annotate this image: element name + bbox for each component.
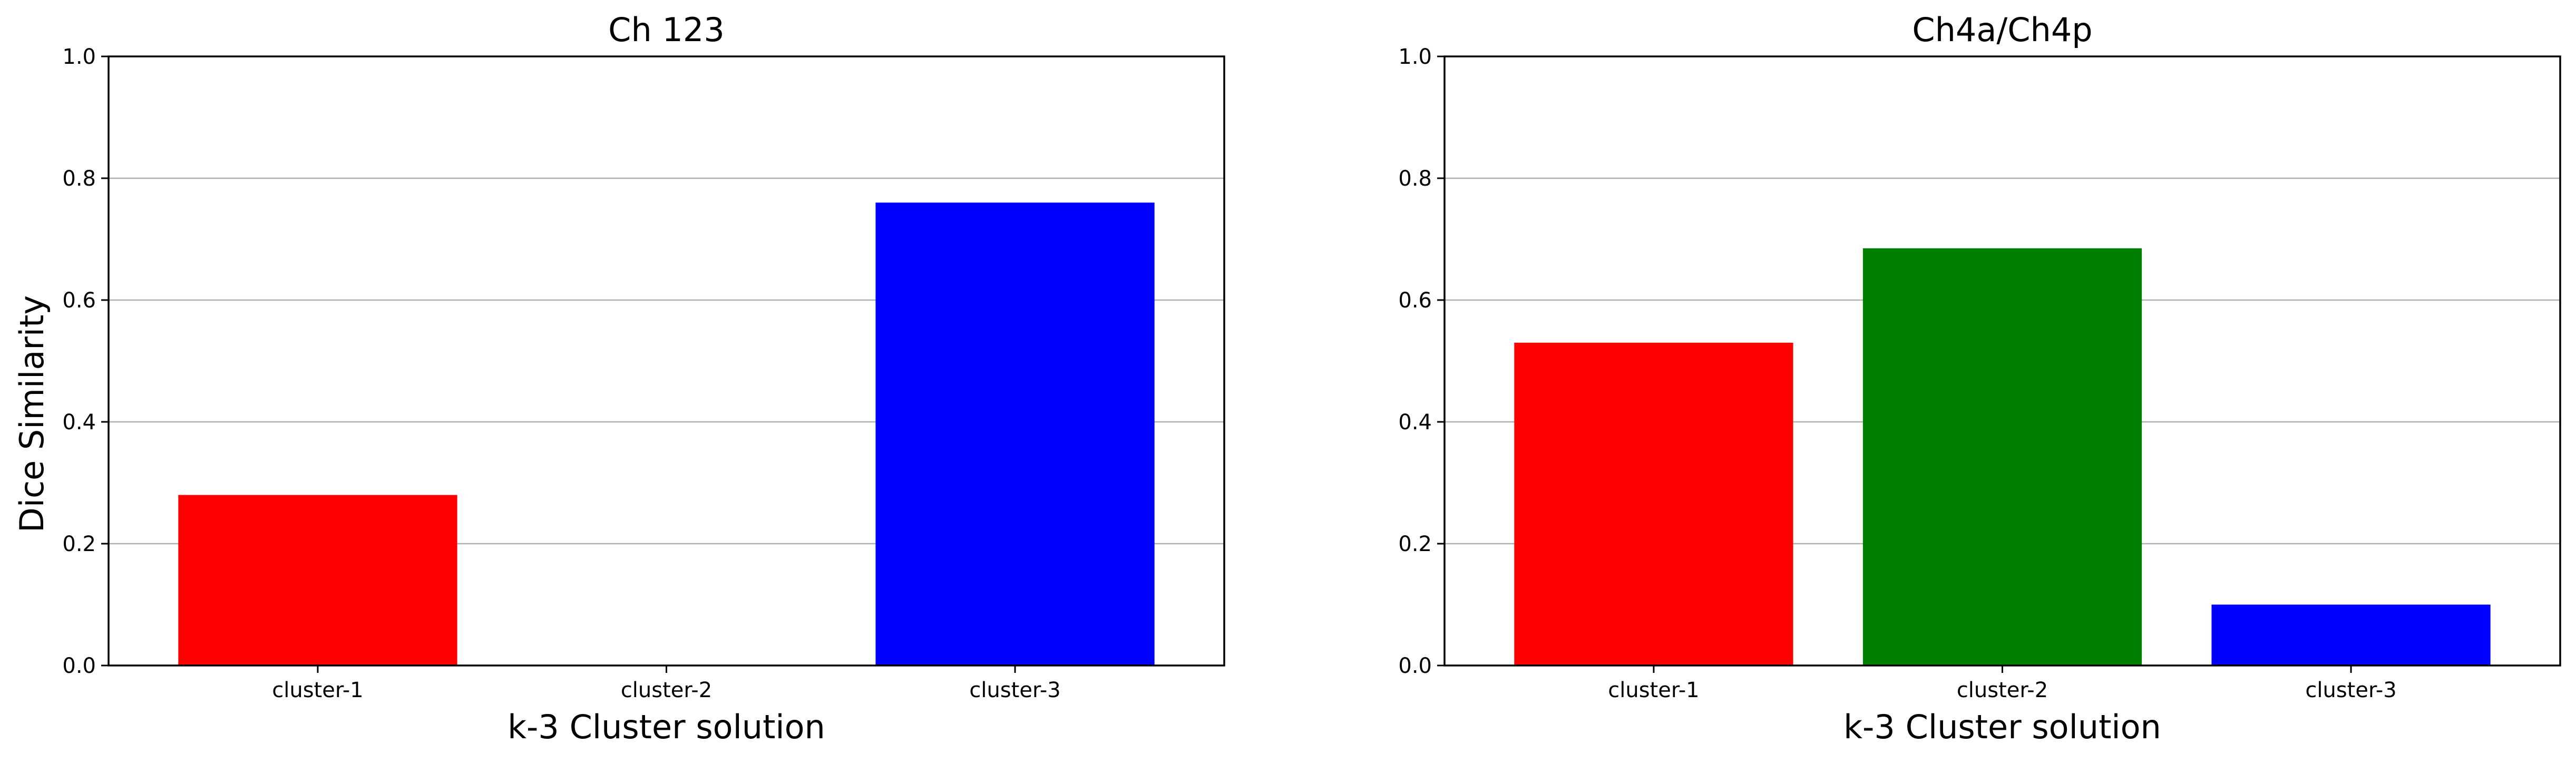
y-tick-label: 0.2 (1398, 532, 1432, 556)
y-tick-label: 1.0 (1398, 45, 1432, 69)
chart-title: Ch 123 (608, 11, 725, 49)
y-tick-label: 0.8 (62, 167, 96, 191)
chart-panel-ch4a-ch4p: cluster-1 cluster-2 cluster-3 0.0 0.2 0.4 0.6 0… (1398, 11, 2561, 746)
plot-frame (108, 55, 1225, 667)
y-tick-label: 0.6 (1398, 288, 1432, 313)
x-tick-label: cluster-1 (1608, 678, 1699, 702)
y-tick-label: 0.4 (1398, 410, 1432, 435)
y-tick-label: 0.2 (62, 532, 96, 556)
plot-frame (1443, 55, 2561, 667)
x-tick-label: cluster-2 (1957, 678, 2048, 702)
x-tick-label: cluster-3 (2305, 678, 2396, 702)
y-tick-label: 1.0 (62, 45, 96, 69)
y-tick-label: 0.0 (62, 654, 96, 678)
y-tick-label: 0.4 (62, 410, 96, 435)
x-axis-label: k-3 Cluster solution (508, 708, 825, 746)
x-tick-label: cluster-1 (272, 678, 363, 702)
bar-cluster-1 (1514, 342, 1793, 665)
bar-cluster-2 (1862, 248, 2142, 665)
chart-title: Ch4a/Ch4p (1912, 11, 2092, 49)
bar-cluster-3 (2211, 604, 2491, 665)
y-tick-label: 0.6 (62, 288, 96, 313)
y-tick-label: 0.0 (1398, 654, 1432, 678)
y-tick-label: 0.8 (1398, 167, 1432, 191)
chart-panel-ch123: cluster-1 cluster-2 cluster-3 0.0 0.2 0.4 0.6 0… (62, 11, 1225, 746)
x-axis-label: k-3 Cluster solution (1843, 708, 2161, 746)
figure-y-axis-label: Dice Similarity (13, 295, 51, 533)
bar-cluster-3 (875, 202, 1155, 665)
x-tick-label: cluster-3 (969, 678, 1060, 702)
x-tick-label: cluster-2 (621, 678, 712, 702)
bar-cluster-1 (178, 495, 457, 665)
